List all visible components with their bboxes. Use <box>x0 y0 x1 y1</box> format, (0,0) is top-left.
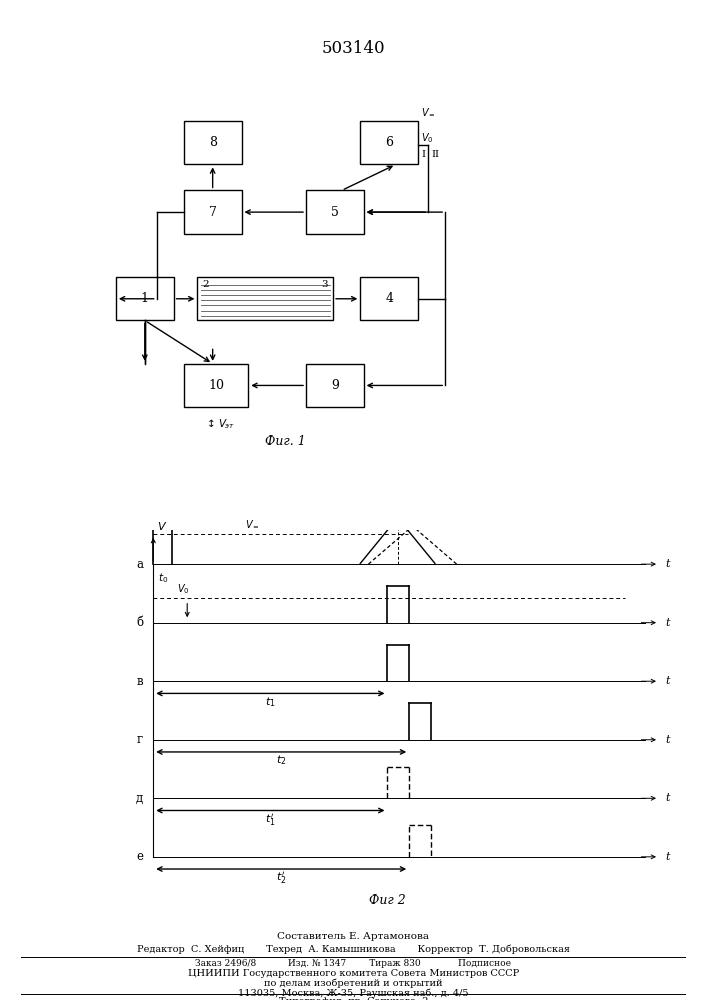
Text: в: в <box>136 675 143 688</box>
Bar <box>184 190 242 234</box>
Text: II: II <box>431 150 440 159</box>
Text: t: t <box>666 735 670 745</box>
Text: ЦНИИПИ Государственного комитета Совета Министров СССР: ЦНИИПИ Государственного комитета Совета … <box>188 969 519 978</box>
Text: Составитель Е. Артамонова: Составитель Е. Артамонова <box>278 932 429 941</box>
Bar <box>184 121 242 164</box>
Bar <box>197 277 333 320</box>
Text: $V$: $V$ <box>157 520 167 532</box>
Text: $V_=$: $V_=$ <box>245 519 260 530</box>
Bar <box>361 121 418 164</box>
Text: 113035, Москва, Ж-35, Раушская наб., д. 4/5: 113035, Москва, Ж-35, Раушская наб., д. … <box>238 988 469 998</box>
Text: $\updownarrow\,V_{\!\mathit{эт}}$: $\updownarrow\,V_{\!\mathit{эт}}$ <box>204 418 235 431</box>
Text: $t_2$: $t_2$ <box>276 753 286 767</box>
Text: Редактор  С. Хейфиц       Техред  А. Камышникова       Корректор  Т. Добровольск: Редактор С. Хейфиц Техред А. Камышникова… <box>137 944 570 954</box>
Bar <box>116 277 174 320</box>
Text: б: б <box>136 616 143 629</box>
Text: 1: 1 <box>141 292 148 305</box>
Text: 503140: 503140 <box>322 40 385 57</box>
Text: t: t <box>666 852 670 862</box>
Text: е: е <box>136 850 143 863</box>
Text: I: I <box>421 150 426 159</box>
Text: t: t <box>666 676 670 686</box>
Text: $V_=$: $V_=$ <box>421 107 436 118</box>
Text: $V_0$: $V_0$ <box>421 132 434 145</box>
Bar <box>306 190 363 234</box>
Text: 4: 4 <box>385 292 393 305</box>
Text: по делам изобретений и открытий: по делам изобретений и открытий <box>264 979 443 988</box>
Text: 5: 5 <box>331 206 339 219</box>
Text: Фиг 2: Фиг 2 <box>369 894 406 907</box>
Text: г: г <box>137 733 143 746</box>
Text: t: t <box>666 618 670 628</box>
Bar <box>361 277 418 320</box>
Text: $t_1'$: $t_1'$ <box>265 812 276 828</box>
Text: Фиг. 1: Фиг. 1 <box>265 435 306 448</box>
Text: 8: 8 <box>209 136 216 149</box>
Text: 6: 6 <box>385 136 393 149</box>
Text: t: t <box>666 793 670 803</box>
Text: а: а <box>136 558 143 571</box>
Text: 10: 10 <box>208 379 224 392</box>
Text: $t_2'$: $t_2'$ <box>276 870 286 886</box>
Text: 2: 2 <box>202 280 209 289</box>
Text: 7: 7 <box>209 206 216 219</box>
Text: Типография, пр. Сапунова, 2: Типография, пр. Сапунова, 2 <box>279 996 428 1000</box>
Text: $t_1$: $t_1$ <box>265 695 276 709</box>
Text: д: д <box>136 792 143 805</box>
Text: $V_0$: $V_0$ <box>177 582 189 596</box>
Bar <box>184 364 248 407</box>
Text: 3: 3 <box>322 280 328 289</box>
Text: Заказ 2496/8           Изд. № 1347        Тираж 830             Подписное: Заказ 2496/8 Изд. № 1347 Тираж 830 Подпи… <box>196 959 511 968</box>
Text: 9: 9 <box>331 379 339 392</box>
Text: t: t <box>666 559 670 569</box>
Text: $t_0$: $t_0$ <box>158 571 168 585</box>
Bar <box>306 364 363 407</box>
